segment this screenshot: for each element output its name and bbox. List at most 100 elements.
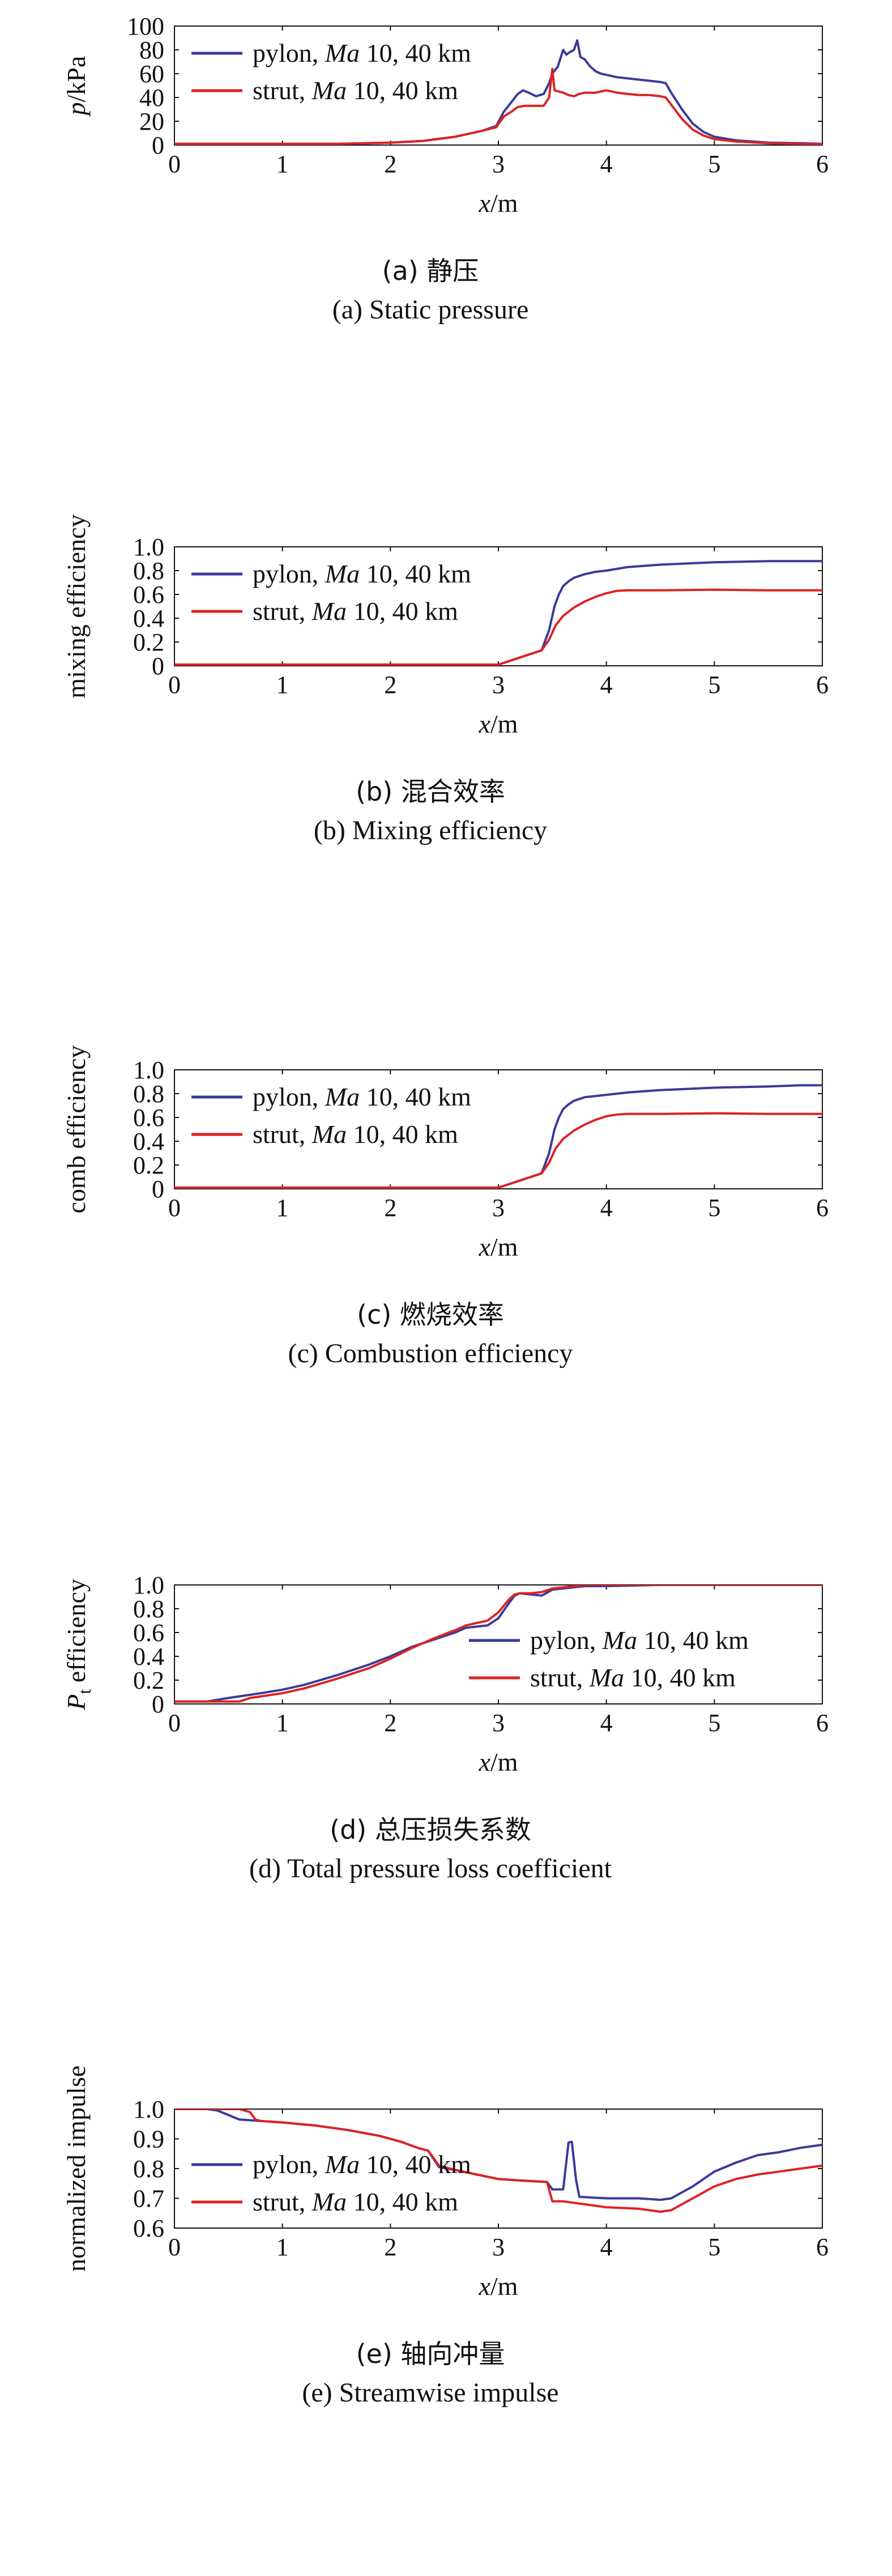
y-tick-label: 0.4 [133, 605, 164, 632]
legend-label-pylon: pylon, Ma 10, 40 km [253, 559, 471, 588]
legend-label-italic: Ma [311, 597, 347, 626]
x-axis-label-main: x [479, 709, 491, 738]
y-axis-label: normalized impulse [62, 2065, 91, 2272]
legend-label-pylon: pylon, Ma 10, 40 km [253, 1082, 471, 1111]
caption-chinese: (b) 混合效率 [356, 776, 505, 807]
x-tick-label: 2 [384, 150, 396, 178]
x-tick-label: 1 [276, 1194, 289, 1222]
y-axis-label-main: p [62, 102, 91, 117]
y-axis-label: comb efficiency [62, 1045, 91, 1214]
y-axis-label-main: comb efficiency [62, 1045, 91, 1214]
x-tick-label: 5 [708, 1709, 720, 1737]
y-tick-label: 0.9 [133, 2126, 164, 2153]
series-line-strut [174, 67, 822, 145]
series-line-pylon [174, 1585, 822, 1703]
y-tick-label: 40 [139, 84, 164, 112]
x-tick-label: 6 [816, 150, 829, 178]
y-tick-label: 0.7 [133, 2185, 164, 2213]
legend-label-italic: Ma [325, 1082, 360, 1111]
chart-panel-d: 0 1 2 3 4 5 6 00.20.40.60.81.0 x/m Pt efficiency p… [62, 1571, 829, 1884]
legend-label-prefix: pylon, [530, 1626, 603, 1655]
x-tick-label: 1 [276, 671, 289, 699]
y-tick-label: 0.2 [133, 628, 164, 656]
legend-label-prefix: strut, [253, 597, 312, 626]
x-axis-label-unit: /m [490, 2272, 518, 2301]
y-tick-label: 100 [127, 12, 164, 40]
x-tick-label: 4 [600, 1194, 613, 1222]
x-axis-label-main: x [479, 1232, 491, 1261]
x-tick-label: 5 [708, 1194, 720, 1222]
x-axis-label: x/m [479, 1232, 518, 1261]
legend-label-strut: strut, Ma 10, 40 km [253, 1120, 458, 1149]
y-axis-label: p/kPa [62, 56, 91, 117]
legend-label-suffix: 10, 40 km [360, 2150, 471, 2179]
legend-label-suffix: 10, 40 km [637, 1626, 749, 1655]
legend-label-prefix: pylon, [253, 2150, 325, 2179]
legend-label-suffix: 10, 40 km [347, 1120, 458, 1149]
x-axis-label-unit: /m [490, 709, 518, 738]
caption-english: (a) Static pressure [332, 295, 529, 325]
x-tick-label: 0 [168, 671, 181, 699]
legend-label-prefix: pylon, [253, 1082, 325, 1111]
legend-label-italic: Ma [325, 2150, 360, 2179]
x-tick-label: 2 [384, 1194, 396, 1222]
legend-label-strut: strut, Ma 10, 40 km [253, 2187, 458, 2216]
x-tick-label: 1 [276, 2233, 289, 2261]
x-axis-label-unit: /m [490, 189, 518, 218]
legend-label-italic: Ma [311, 2187, 347, 2216]
y-tick-label: 0.6 [133, 2214, 164, 2242]
legend-label-strut: strut, Ma 10, 40 km [530, 1663, 736, 1692]
y-tick-label: 0.8 [133, 2155, 164, 2183]
y-tick-label: 0 [152, 1175, 164, 1203]
legend-label-prefix: strut, [253, 76, 312, 105]
y-tick-label: 1.0 [133, 2095, 164, 2123]
chart-panel-b: 0 1 2 3 4 5 6 00.20.40.60.81.0 x/m mixing efficie… [62, 515, 829, 845]
legend-label-suffix: 10, 40 km [347, 597, 458, 626]
caption-chinese: (c) 燃烧效率 [357, 1299, 504, 1330]
chart-panel-e: 0 1 2 3 4 5 6 0.60.70.80.9 1.0 x/m normalized impu… [62, 2065, 829, 2408]
x-tick-label: 0 [168, 2233, 181, 2261]
legend-label-italic: Ma [325, 559, 360, 588]
x-axis-label-unit: /m [490, 1232, 518, 1261]
y-axis-label-main: mixing efficiency [62, 515, 91, 699]
legend-label-prefix: pylon, [253, 39, 325, 67]
y-axis-label-main: normalized impulse [62, 2065, 91, 2272]
y-tick-label: 0.4 [133, 1128, 164, 1155]
chart-panel-c: 0 1 2 3 4 5 6 00.20.40.60.81.0 x/m comb efficienc… [62, 1045, 829, 1368]
y-tick-label: 60 [139, 60, 164, 88]
series-line-strut [174, 1585, 822, 1703]
y-axis-label-sub: t [74, 1689, 95, 1694]
y-axis-label: Pt efficiency [62, 1579, 95, 1711]
x-tick-label: 0 [168, 1194, 181, 1222]
x-tick-label: 3 [492, 671, 505, 699]
y-tick-label: 0 [152, 1690, 164, 1718]
y-axis-label-main: P [62, 1694, 91, 1711]
x-tick-label: 3 [492, 1709, 505, 1737]
legend-label-italic: Ma [589, 1663, 624, 1692]
y-tick-label: 0.6 [133, 1104, 164, 1132]
x-tick-label: 3 [492, 1194, 505, 1222]
x-tick-label: 2 [384, 1709, 396, 1737]
x-tick-label: 0 [168, 1709, 181, 1737]
x-tick-label: 4 [600, 2233, 613, 2261]
legend-label-italic: Ma [311, 1120, 347, 1149]
legend-label-pylon: pylon, Ma 10, 40 km [530, 1626, 749, 1655]
x-tick-label: 3 [492, 150, 505, 178]
legend-label-prefix: strut, [530, 1663, 590, 1692]
x-tick-label: 5 [708, 150, 720, 178]
x-tick-label: 6 [816, 2233, 829, 2261]
caption-english: (c) Combustion efficiency [288, 1338, 573, 1368]
y-tick-label: 0.8 [133, 557, 164, 585]
x-axis-label: x/m [479, 189, 518, 218]
legend-label-prefix: strut, [253, 2187, 312, 2216]
x-axis-label: x/m [479, 2272, 518, 2301]
legend-label-italic: Ma [325, 39, 360, 67]
y-axis-label-unit: /kPa [62, 56, 91, 103]
caption-english: (b) Mixing efficiency [314, 815, 547, 845]
caption-chinese: (e) 轴向冲量 [356, 2339, 505, 2369]
y-tick-label: 1.0 [133, 1056, 164, 1084]
x-axis-label-main: x [479, 1748, 491, 1776]
caption-chinese: (a) 静压 [382, 256, 479, 286]
legend-label-italic: Ma [311, 76, 347, 105]
